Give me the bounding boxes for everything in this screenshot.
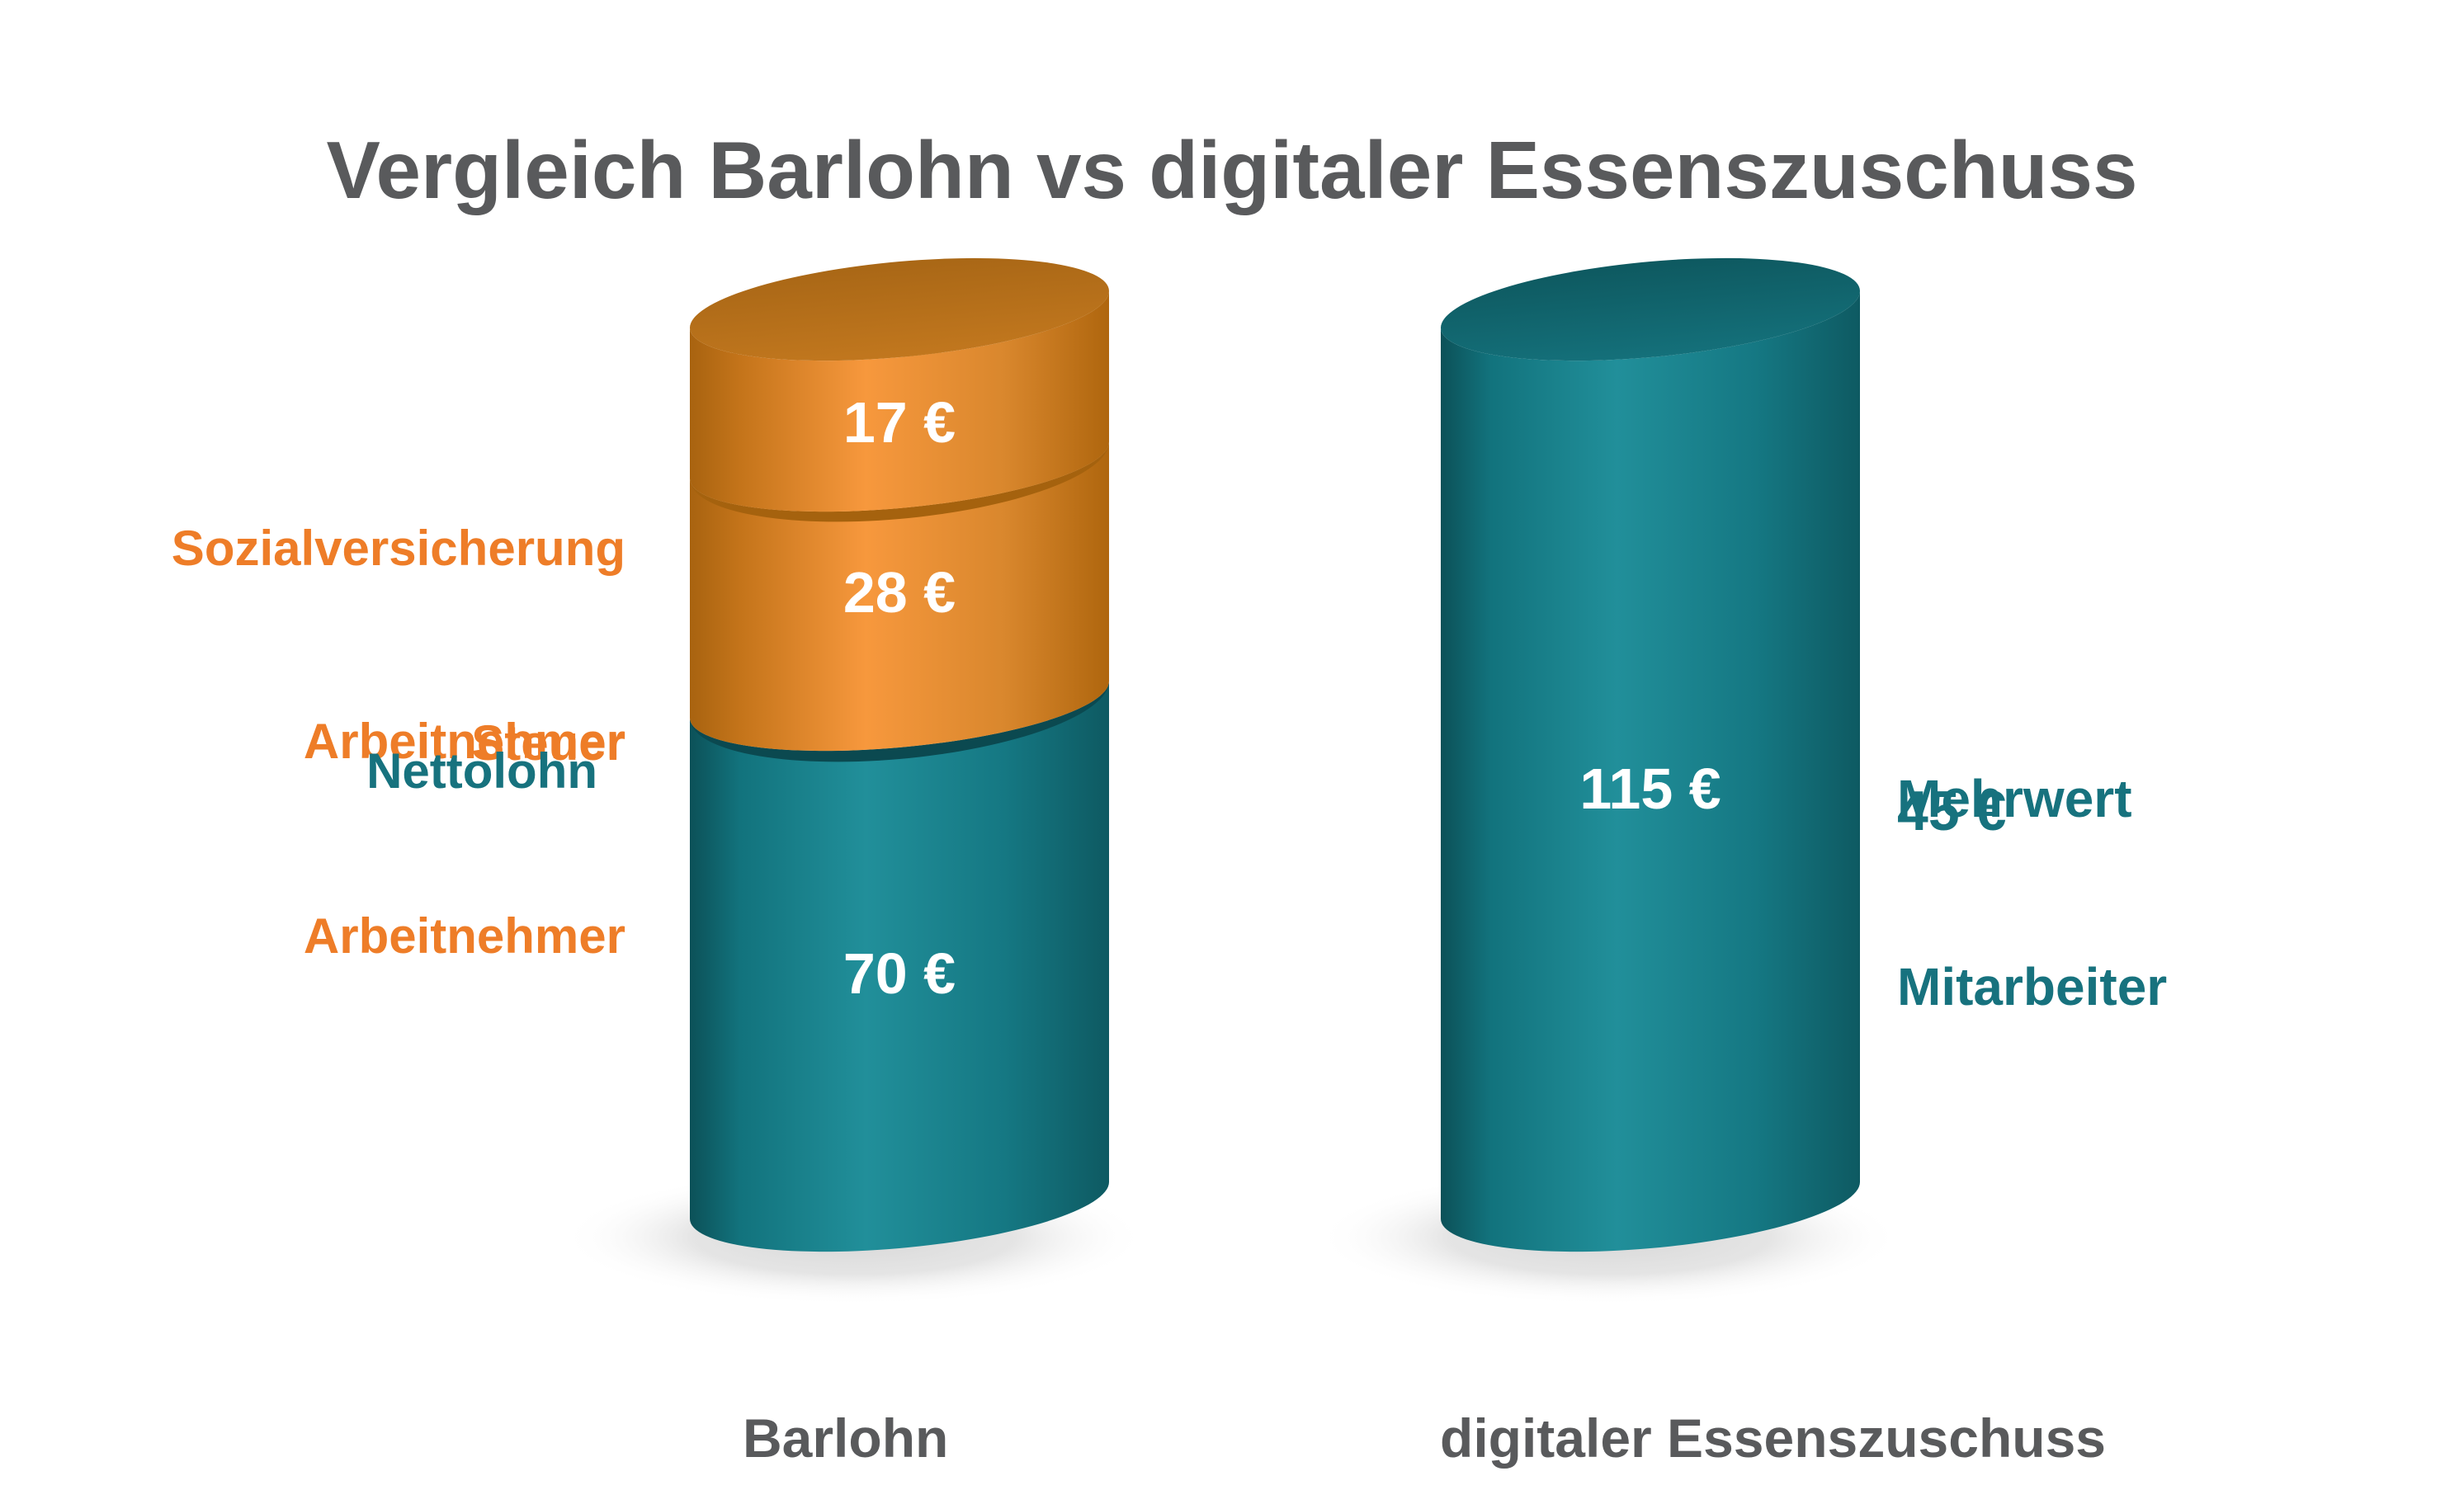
value-nettolohn: 70 €: [843, 941, 956, 1006]
left-cylinder-segment-sozialversicherung: [690, 290, 1109, 512]
left-cylinder-seam-teal: [690, 681, 1109, 762]
left-cylinder: [690, 257, 1109, 1252]
caption-barlohn: Barlohn von 115 €: [743, 1277, 988, 1490]
left-cylinder-segment-nettolohn: [690, 681, 1109, 1252]
value-essenszuschuss: 115 €: [1579, 757, 1721, 821]
label-mehrwert-line1: Mehrwert: [1897, 769, 2132, 828]
label-sozialversicherung: Sozialversicherung Arbeitnehmer: [172, 388, 625, 903]
value-sozialversicherung: 17 €: [843, 390, 956, 455]
label-steuer-line1: Steuer: [471, 715, 625, 771]
caption-barlohn-line1: Barlohn: [743, 1407, 949, 1469]
left-cylinder-top-cap: [690, 257, 1109, 361]
right-cylinder: [1441, 257, 1860, 1252]
caption-essenszuschuss-line1: digitaler Essenszuschuss: [1440, 1407, 2106, 1469]
label-mehrwert-line2: Mitarbeiter: [1897, 957, 2168, 1016]
label-steuer: Steuer Arbeitnehmer: [304, 582, 625, 1097]
chart-title: Vergleich Barlohn vs digitaler Essenszus…: [326, 125, 2138, 215]
right-cylinder-body: [1441, 290, 1860, 1252]
label-mehrwert: Mehrwert Mitarbeiter: [1897, 642, 2167, 1143]
label-sozialversicherung-line1: Sozialversicherung: [171, 521, 625, 576]
label-steuer-line2: Arbeitnehmer: [303, 908, 625, 964]
left-cylinder-seam-orange: [690, 441, 1109, 522]
label-nettolohn: Nettolohn: [366, 743, 597, 799]
right-cylinder-top-cap: [1441, 257, 1860, 361]
value-steuer: 28 €: [843, 560, 956, 625]
caption-essenszuschuss: digitaler Essenszuschuss mit 115 €: [1440, 1277, 2106, 1490]
value-mehrwert: 45 €: [1897, 780, 2007, 842]
label-sozialversicherung-line2: Arbeitnehmer: [303, 714, 625, 769]
